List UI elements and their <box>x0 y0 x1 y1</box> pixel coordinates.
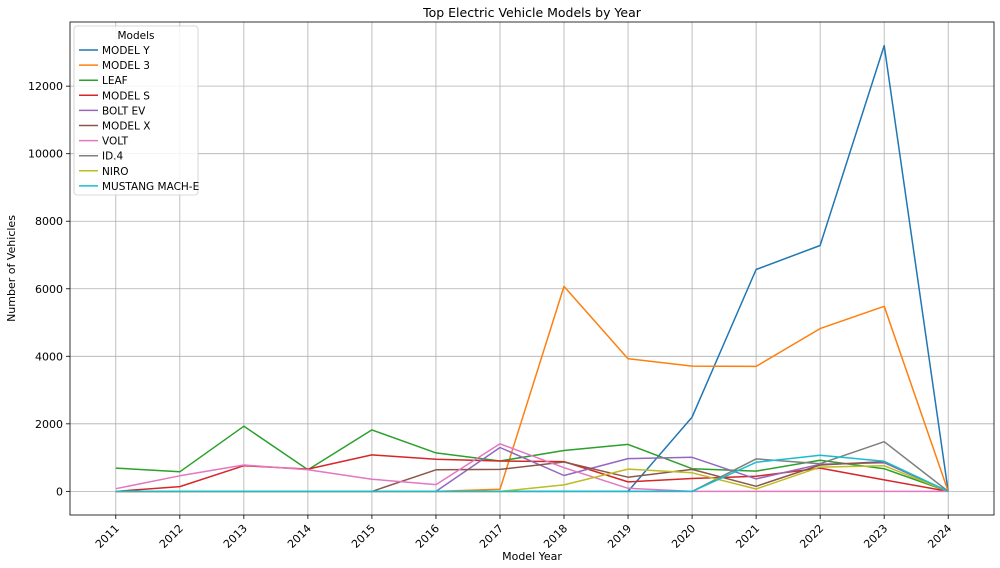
legend-label: MODEL S <box>102 90 150 102</box>
legend-label: BOLT EV <box>102 105 146 117</box>
legend-label: MODEL X <box>102 121 150 133</box>
legend: Models MODEL Y MODEL 3 LEAF MODEL S BOLT EV MO… <box>73 25 199 196</box>
legend-box <box>73 25 199 196</box>
y-tick-label: 2000 <box>35 418 63 431</box>
plot-frame <box>69 21 995 516</box>
legend-label: MODEL 3 <box>102 60 150 72</box>
x-axis-title: Model Year <box>502 550 562 563</box>
legend-label: MODEL Y <box>102 45 150 57</box>
x-tick-label: 2017 <box>477 522 506 551</box>
legend-title: Models <box>118 30 155 42</box>
x-tick-label: 2013 <box>221 522 250 551</box>
legend-label: NIRO <box>102 166 129 178</box>
y-tick-label: 4000 <box>35 350 63 363</box>
x-tick-label: 2023 <box>861 522 890 551</box>
legend-label: MUSTANG MACH-E <box>102 181 199 193</box>
y-tick-label: 12000 <box>28 80 63 93</box>
x-tick-label: 2014 <box>285 522 314 551</box>
grid <box>70 22 994 515</box>
legend-label: VOLT <box>102 136 129 148</box>
y-tick-label: 0 <box>56 485 63 498</box>
x-tick-label: 2019 <box>605 522 634 551</box>
y-tick-label: 10000 <box>28 148 63 161</box>
legend-label: LEAF <box>102 75 128 87</box>
x-tick-label: 2016 <box>413 522 442 551</box>
x-tick-label: 2011 <box>93 522 122 551</box>
x-tick-label: 2022 <box>797 522 826 551</box>
y-tick-label: 6000 <box>35 283 63 296</box>
x-tick-label: 2020 <box>669 522 698 551</box>
x-tick-label: 2024 <box>925 522 954 551</box>
y-axis-title: Number of Vehicles <box>5 215 18 322</box>
chart-title: Top Electric Vehicle Models by Year <box>422 5 642 20</box>
series-line-model-y <box>115 44 949 493</box>
series-lines <box>115 44 949 493</box>
series-line-volt <box>115 443 949 493</box>
series-line-leaf <box>115 425 949 493</box>
x-tick-label: 2015 <box>349 522 378 551</box>
series-line-mustang-mach-e <box>115 454 949 493</box>
series-line-niro <box>115 464 949 493</box>
legend-label: ID.4 <box>102 151 124 163</box>
x-tick-label: 2021 <box>733 522 762 551</box>
y-tick-label: 8000 <box>35 215 63 228</box>
x-tick-label: 2012 <box>157 522 186 551</box>
x-tick-label: 2018 <box>541 522 570 551</box>
